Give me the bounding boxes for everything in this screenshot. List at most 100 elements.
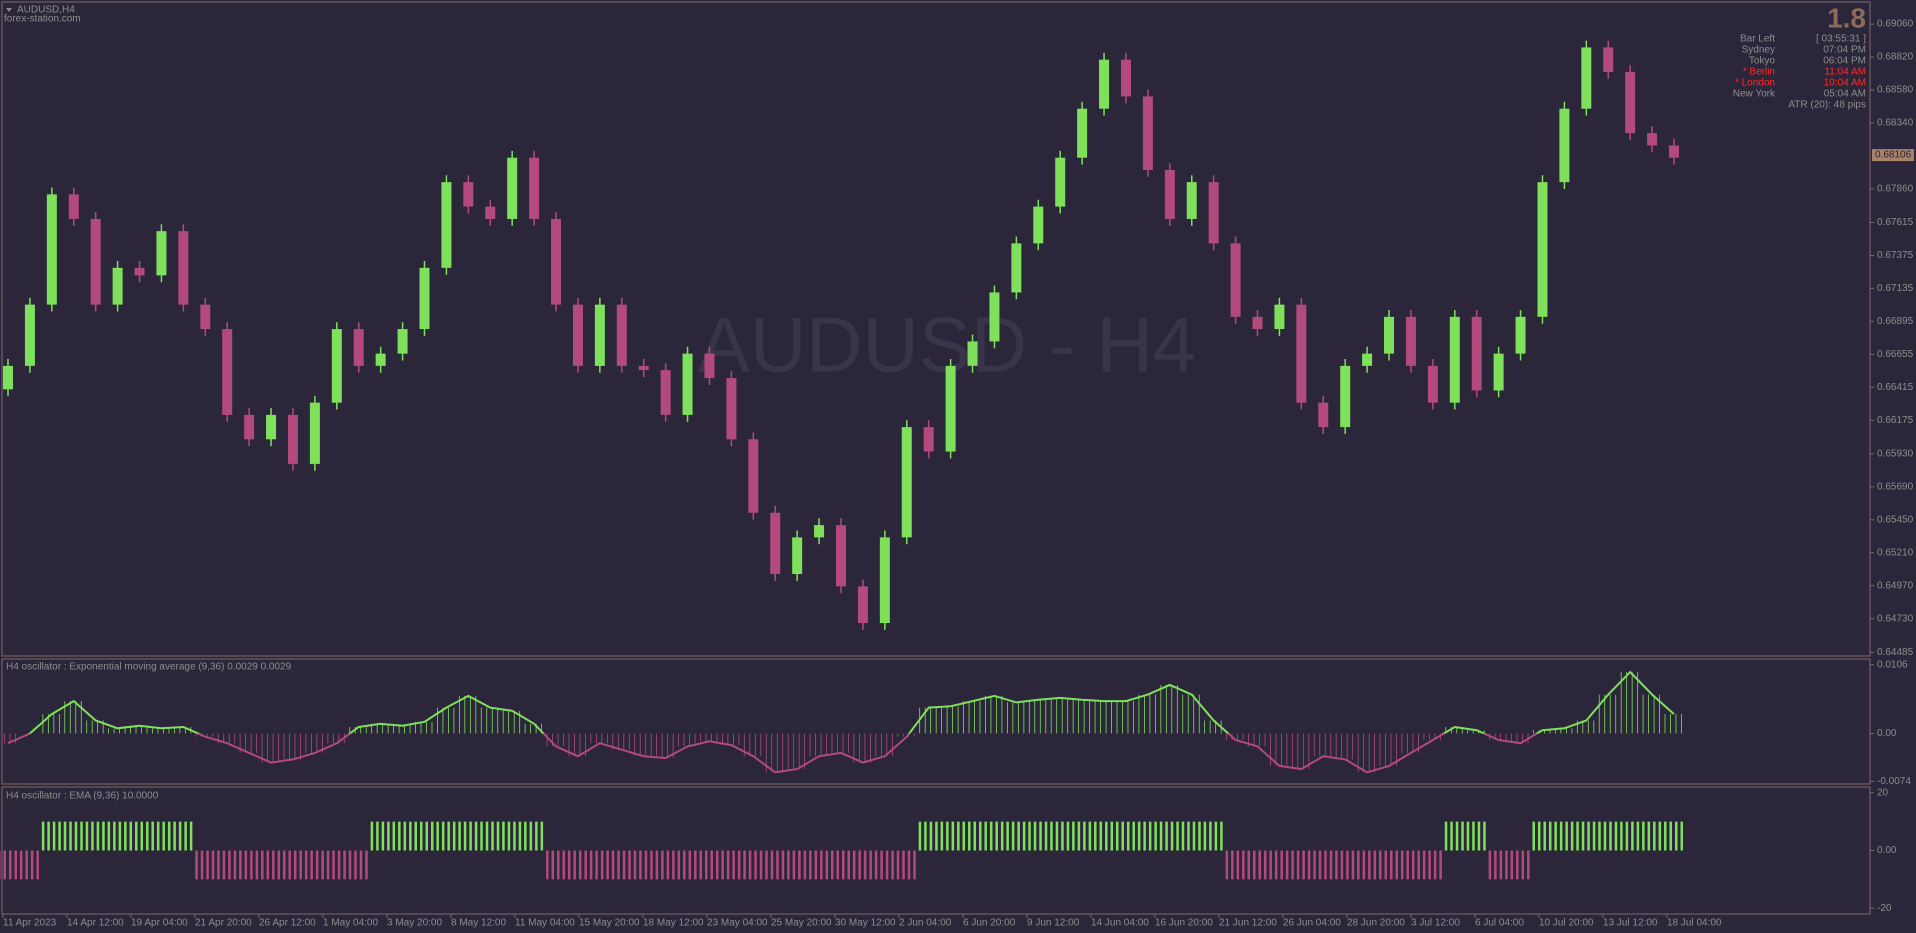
ema-bar [96,821,100,851]
candle-body [156,231,167,276]
ema-bar [1505,850,1508,880]
ema-bar [1335,850,1338,880]
candle-body [1493,353,1504,391]
y-tick-label: 0.68820 [1877,52,1914,63]
ema-bar [1565,821,1568,851]
ema-bar [425,821,428,851]
ema-bar [1324,850,1327,880]
ema-bar [1159,821,1163,851]
ema-bar [1011,821,1015,851]
ema-bar [792,850,796,880]
ema-bar [233,850,237,880]
ema-bar [1620,821,1623,851]
candle-body [331,329,342,403]
ema-bar [1198,821,1201,851]
ema-bar [968,821,971,851]
ema-bar [1559,821,1563,851]
ema-bar [644,850,648,880]
ema-bar [354,850,357,880]
ema-bar [1428,850,1431,880]
ema-bar [288,850,291,880]
candle-body [792,537,803,575]
ema-bar [1225,850,1229,880]
y-tick-label: 0.65450 [1877,514,1914,525]
ema-bar [91,821,94,851]
ema-bar [63,821,67,851]
ema-bar [902,850,905,880]
ema-bar [118,821,122,851]
ema-bar [239,850,242,880]
ema-bar [1631,821,1634,851]
y-tick-label: 0.66655 [1877,349,1914,360]
ema-bar [156,821,160,851]
ema-bar [1576,821,1579,851]
ema-bar [458,821,461,851]
ema-bar [1247,850,1250,880]
x-tick-label: 13 Jul 12:00 [1603,918,1658,929]
ema-bar [1521,850,1525,880]
ema-bar [1510,850,1514,880]
ema-bar [1033,821,1037,851]
ema-bar [1066,821,1070,851]
candle-body [989,292,1000,342]
ema-bar [1088,821,1092,851]
current-price: 0.68106 [1875,150,1912,161]
menu-arrow[interactable] [6,8,12,12]
candle-body [1559,108,1570,183]
ema-bar [1647,821,1651,851]
ema-bar [452,821,456,851]
ema-bar [162,821,165,851]
ema-bar [589,850,593,880]
ema-bar [1132,821,1135,851]
ema-bar [266,850,270,880]
ema-bar [1006,821,1009,851]
ema-bar [1368,850,1371,880]
ema-bar [3,850,6,880]
ema-bar [1450,821,1453,851]
ema-bar [1000,821,1004,851]
ema-bar [85,821,89,851]
candle-body [594,304,605,366]
ema-bar [929,821,933,851]
y-tick-label: 0.64485 [1877,647,1914,658]
y-tick-label: 0.67135 [1877,283,1914,294]
x-tick-label: 26 Apr 12:00 [259,918,316,929]
y-tick-label: -0.0074 [1877,776,1911,787]
ema-bar [957,821,960,851]
x-tick-label: 15 May 20:00 [579,918,640,929]
ema-bar [167,821,171,851]
ema-bar [1209,821,1212,851]
atr: ATR (20): 48 pips [1788,100,1866,111]
ema-bar [69,821,72,851]
candle-body [1537,182,1548,317]
ema-bar [1390,850,1393,880]
ema-bar [25,850,28,880]
ema-bar [924,821,927,851]
ema-bar [1307,850,1311,880]
session-time: 07:04 PM [1823,45,1866,56]
ema-bar [1455,821,1459,851]
candle-body [1208,182,1219,244]
ema-bar [1017,821,1020,851]
x-tick-label: 10 Jul 20:00 [1539,918,1594,929]
ema-bar [891,850,894,880]
candle-body [3,365,13,390]
ema-bar [606,850,609,880]
ema-bar [1669,821,1672,851]
candle-body [353,329,364,366]
candle-body [419,267,430,330]
ema-bar [1373,850,1377,880]
ema-bar [885,850,889,880]
ema-bar [737,850,741,880]
ema-bar [1488,850,1492,880]
x-tick-label: 8 May 12:00 [451,918,506,929]
ema-bar [403,821,407,851]
candle-body [1362,353,1373,366]
ema-bar [1461,821,1464,851]
ema-bar [1499,850,1503,880]
ema-bar [447,821,450,851]
y-tick-label: 0.65690 [1877,481,1914,492]
candle-body [134,267,145,276]
symbol-title: AUDUSD,H4 [17,5,75,16]
ema-bar [1395,850,1399,880]
